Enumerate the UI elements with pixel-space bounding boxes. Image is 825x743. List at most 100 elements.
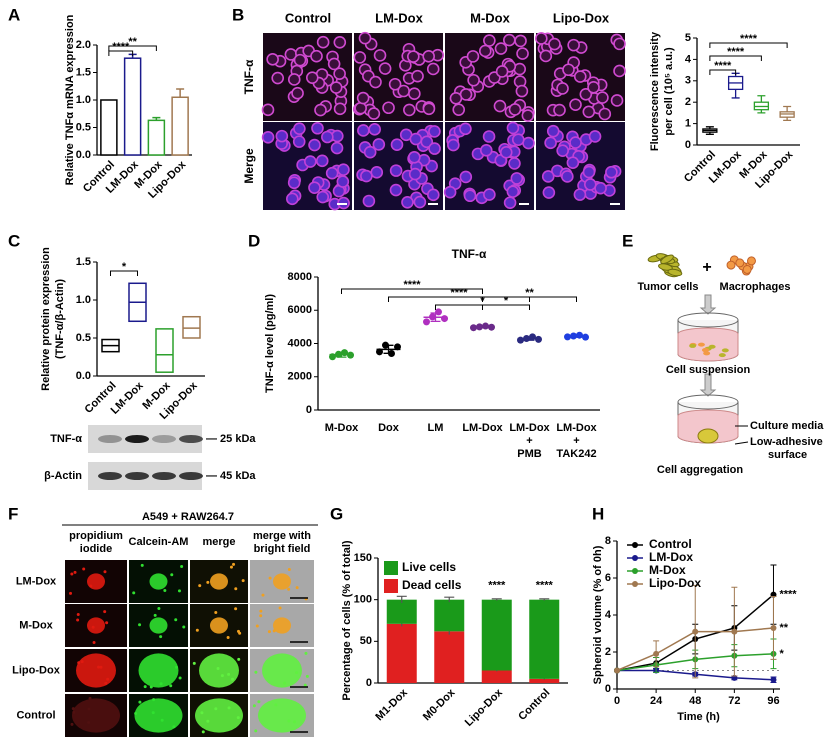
micrograph <box>129 604 188 647</box>
cell <box>428 142 441 155</box>
speck <box>159 635 163 639</box>
row-label: Merge <box>242 148 256 184</box>
bar <box>171 96 189 156</box>
column-header: Calcein-AM <box>129 536 189 548</box>
cell <box>382 101 395 115</box>
x-tick-label: 24 <box>650 695 663 707</box>
cell <box>389 164 403 177</box>
bar <box>147 119 166 156</box>
cell <box>409 132 423 146</box>
cell <box>304 155 317 168</box>
cell <box>466 50 480 63</box>
column-header: LM-Dox <box>375 10 423 25</box>
cell <box>594 181 607 195</box>
spheroid <box>134 698 183 733</box>
cell <box>459 122 472 136</box>
speck <box>287 587 291 591</box>
suspended-cell <box>721 348 729 353</box>
blot-band <box>179 435 203 443</box>
speck <box>104 681 108 685</box>
cell <box>408 87 421 100</box>
significance-bracket <box>108 45 157 51</box>
cell <box>426 62 440 76</box>
speck <box>229 565 233 569</box>
significance-label: **** <box>112 41 130 53</box>
cell <box>503 196 517 209</box>
x-tick-label: Dox <box>378 422 400 434</box>
cell <box>403 103 416 117</box>
x-tick-label: LM-Dox <box>556 422 597 434</box>
cell <box>261 103 275 117</box>
speck <box>82 567 86 571</box>
speck <box>287 567 291 571</box>
significance-label: ** <box>128 36 137 48</box>
column-header: propidium <box>69 530 123 542</box>
column-header: M-Dox <box>470 10 510 25</box>
significance-bracket <box>709 69 737 75</box>
speck <box>87 707 91 711</box>
speck <box>241 579 245 583</box>
micrograph <box>65 649 127 692</box>
speck <box>216 666 220 670</box>
blot-band <box>152 435 176 443</box>
cell <box>579 87 593 101</box>
macrophage <box>726 260 736 270</box>
micrograph <box>261 121 352 211</box>
micrograph <box>65 560 127 603</box>
cell <box>493 99 507 113</box>
significance-label: **** <box>740 33 758 45</box>
speck <box>80 660 84 664</box>
cell <box>516 47 529 60</box>
data-point <box>441 315 448 323</box>
cell <box>499 145 513 159</box>
speck <box>254 729 258 733</box>
speck <box>152 698 156 702</box>
suspended-cell <box>697 342 705 347</box>
panel-title: A549 + RAW264.7 <box>142 511 234 523</box>
cell <box>428 125 441 138</box>
speck <box>259 614 263 618</box>
cell <box>266 53 279 66</box>
speck <box>89 584 93 588</box>
bar-segment <box>386 623 417 683</box>
significance-bracket <box>108 50 134 56</box>
cell <box>556 144 569 157</box>
cell-aggregate <box>697 428 719 444</box>
significance-bracket <box>482 304 530 310</box>
speck <box>180 565 184 569</box>
significance-bracket <box>110 270 138 276</box>
speck <box>305 674 309 678</box>
cell <box>291 86 304 100</box>
speck <box>252 704 256 708</box>
cell <box>495 65 509 78</box>
spheroid <box>149 573 168 590</box>
legend-marker <box>632 581 638 587</box>
x-tick-label: M0-Dox <box>421 686 458 723</box>
speck <box>174 618 178 622</box>
spheroid <box>258 698 306 733</box>
cell <box>356 91 370 105</box>
plus-sign: + <box>702 259 711 276</box>
micrograph <box>352 31 445 121</box>
cell <box>388 77 402 91</box>
range-bar <box>155 328 174 373</box>
speck <box>134 712 138 716</box>
cell <box>562 63 575 77</box>
x-tick-label: 72 <box>728 695 740 707</box>
cell <box>515 84 529 98</box>
speck <box>71 707 75 711</box>
error-bar <box>336 351 347 358</box>
blot-marker: — 25 kDa <box>206 433 256 445</box>
speck <box>103 570 107 574</box>
cell <box>582 105 596 119</box>
macrophage <box>746 256 756 266</box>
speck <box>153 613 157 617</box>
cell <box>305 71 319 84</box>
panel-letter: C <box>8 231 20 250</box>
suspended-cell <box>689 343 697 348</box>
schematic-label: surface <box>768 449 807 461</box>
cell <box>467 73 480 87</box>
speck <box>257 700 261 704</box>
speck <box>77 661 81 665</box>
arrow <box>699 373 717 397</box>
